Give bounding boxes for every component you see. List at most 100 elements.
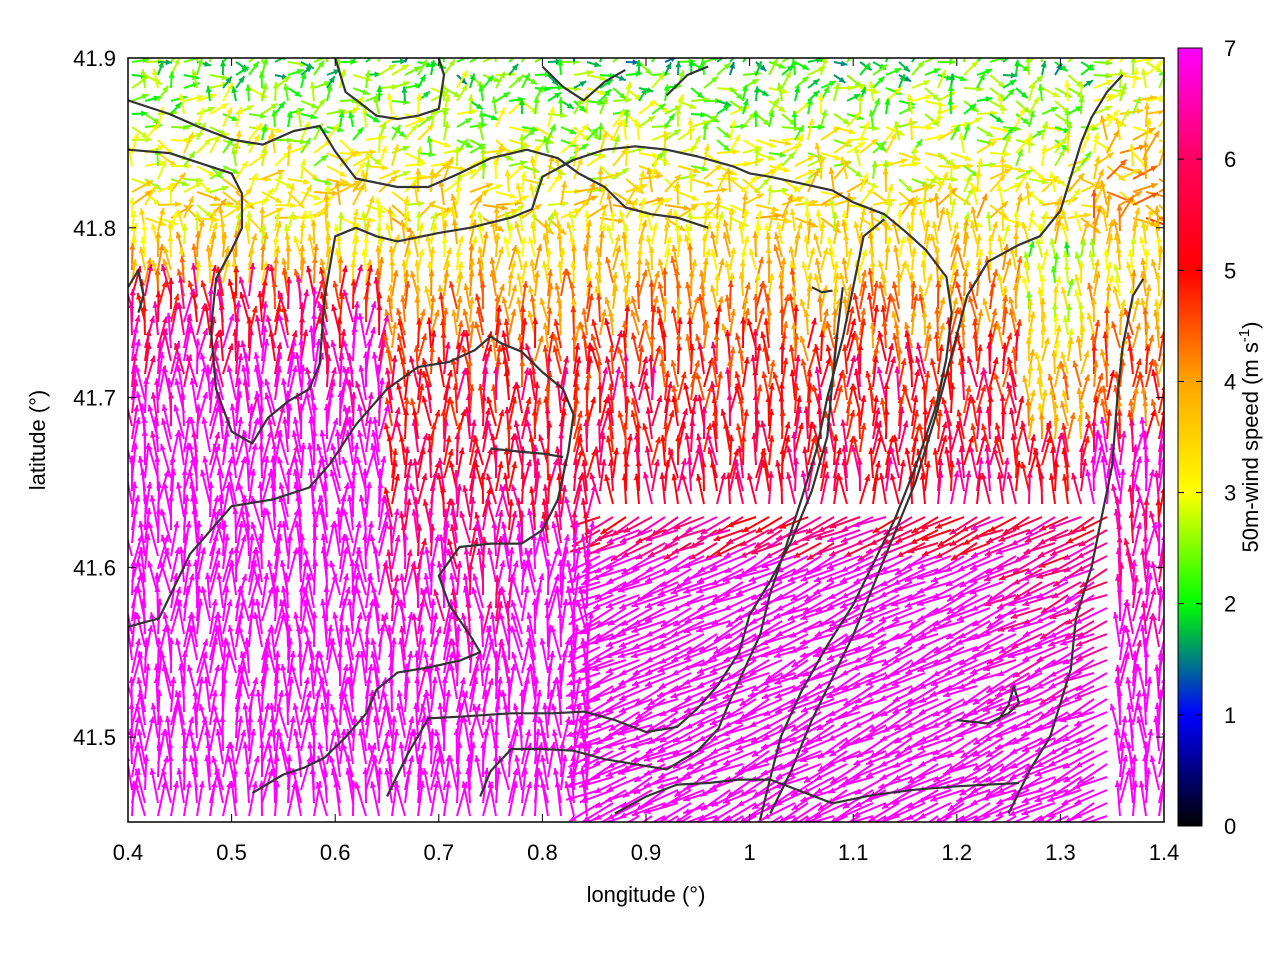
wind-vector-head xyxy=(313,194,321,201)
wind-vector-head xyxy=(1142,153,1149,161)
wind-vector-head xyxy=(880,64,888,71)
wind-vector-head xyxy=(853,111,861,119)
wind-vector-head xyxy=(246,105,254,112)
wind-vector-head xyxy=(475,103,483,110)
wind-vector-head xyxy=(971,105,979,113)
wind-vector-head xyxy=(403,81,410,87)
wind-vector-head xyxy=(1051,176,1059,183)
wind-vector-head xyxy=(380,122,387,130)
wind-vector-head xyxy=(364,70,371,77)
wind-vector-head xyxy=(905,185,913,193)
wind-vector-head xyxy=(492,158,499,165)
wind-vector-head xyxy=(871,160,878,168)
wind-vector-head xyxy=(322,208,329,215)
wind-vector-head xyxy=(220,198,227,206)
wind-vector-head xyxy=(336,126,344,133)
wind-vector-head xyxy=(204,187,212,194)
wind-vector-head xyxy=(581,199,588,207)
wind-vector-head xyxy=(617,217,625,224)
wind-vector-head xyxy=(340,181,348,187)
wind-vector-head xyxy=(231,115,239,121)
wind-vector-head xyxy=(571,49,577,55)
wind-vector-head xyxy=(1003,151,1011,157)
wind-vector-head xyxy=(419,74,426,82)
wind-vector-head xyxy=(1004,135,1011,142)
wind-vector-head xyxy=(797,125,804,133)
wind-vector-head xyxy=(439,46,445,53)
wind-vector-head xyxy=(790,58,797,66)
wind-vector-head xyxy=(949,73,955,81)
wind-vector-head xyxy=(261,44,267,51)
wind-vector-head xyxy=(871,182,878,188)
wind-vector-head xyxy=(410,124,418,132)
wind-vector-head xyxy=(121,431,127,438)
wind-vector-head xyxy=(903,65,910,72)
wind-vector-head xyxy=(133,132,139,140)
wind-vector-head xyxy=(294,90,302,97)
wind-vector-head xyxy=(426,136,433,143)
wind-vector-head xyxy=(860,86,866,94)
wind-vector-head xyxy=(416,93,423,100)
wind-vector-head xyxy=(388,64,396,71)
wind-vector-head xyxy=(141,132,149,139)
wind-vector-head xyxy=(1087,124,1094,131)
wind-vector-head xyxy=(976,158,983,165)
wind-vector-head xyxy=(997,81,1005,88)
wind-vector-head xyxy=(1140,68,1147,76)
wind-vector-head xyxy=(404,211,411,218)
wind-vector-head xyxy=(600,48,606,55)
wind-vector-head xyxy=(784,217,792,224)
wind-vector-head xyxy=(204,138,211,146)
wind-vector-head xyxy=(948,158,955,166)
wind-vector-head xyxy=(1066,121,1073,129)
wind-vector-head xyxy=(767,154,775,161)
wind-vector-head xyxy=(606,192,613,200)
wind-vector-head xyxy=(824,201,832,208)
wind-vector-head xyxy=(441,163,449,170)
wind-vector-head xyxy=(974,117,982,124)
wind-vector xyxy=(716,58,724,63)
wind-vector-head xyxy=(933,192,940,200)
wind-vector-head xyxy=(515,50,522,57)
wind-vector xyxy=(950,58,953,63)
wind-vector-head xyxy=(376,85,383,93)
wind-vector-head xyxy=(413,66,421,73)
wind-vector-head xyxy=(491,44,497,51)
wind-vector-head xyxy=(286,111,293,118)
wind-vector-head xyxy=(597,99,604,106)
wind-vector-head xyxy=(306,184,312,192)
wind-vector-head xyxy=(368,217,375,223)
wind-vector-head xyxy=(1000,58,1006,62)
wind-vector-head xyxy=(295,108,302,115)
wind-vector-head xyxy=(703,144,710,151)
wind-vector-head xyxy=(664,197,672,204)
wind-vector-head xyxy=(376,133,383,140)
wind-vector xyxy=(1158,75,1164,89)
wind-vector xyxy=(442,58,445,63)
wind-vector-head xyxy=(906,93,913,101)
wind-vector-head xyxy=(1024,182,1031,189)
wind-vector-head xyxy=(742,84,748,92)
wind-vector-head xyxy=(174,102,182,110)
wind-vector-head xyxy=(1150,182,1158,189)
wind-vector-head xyxy=(521,195,529,202)
wind-vector xyxy=(377,58,380,63)
wind-vector-head xyxy=(274,197,282,203)
wind-vector-head xyxy=(1112,109,1119,117)
wind-vector-head xyxy=(1037,198,1045,206)
wind-vector-head xyxy=(151,124,158,131)
wind-vector xyxy=(222,58,228,63)
wind-vector-head xyxy=(618,75,626,81)
wind-vector-head xyxy=(999,156,1006,163)
wind-vector-head xyxy=(332,123,339,131)
wind-vector-head xyxy=(1099,180,1106,188)
wind-vector-head xyxy=(444,94,451,102)
wind-vector-head xyxy=(953,125,960,132)
wind-vector xyxy=(1028,58,1035,63)
wind-vector-head xyxy=(277,169,285,176)
wind-vector xyxy=(183,58,201,63)
wind-vector-head xyxy=(353,180,361,187)
wind-vector-head xyxy=(639,197,646,205)
wind-vector-head xyxy=(197,58,204,65)
wind-vector-head xyxy=(357,127,364,135)
